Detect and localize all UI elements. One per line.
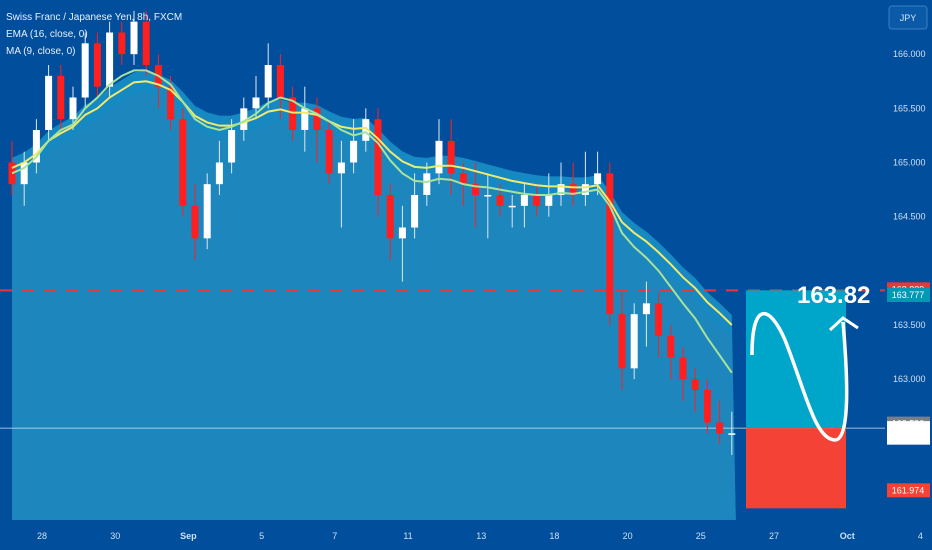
y-tick-label: 163.500 — [893, 320, 926, 330]
candle-body[interactable] — [94, 43, 101, 86]
candle-body[interactable] — [533, 195, 540, 206]
currency-button[interactable]: JPY — [889, 6, 927, 29]
candle-body[interactable] — [692, 379, 699, 390]
candle-body[interactable] — [680, 358, 687, 380]
target-price-label: 163.82 — [797, 282, 870, 309]
candle-body[interactable] — [118, 33, 125, 55]
candle-body[interactable] — [57, 76, 64, 119]
candle-body[interactable] — [143, 22, 150, 65]
x-tick-label: 11 — [403, 531, 412, 541]
candle-body[interactable] — [521, 195, 528, 206]
y-tick-label: 166.000 — [893, 49, 926, 59]
legend-title: Swiss Franc / Japanese Yen, 8h, FXCM — [6, 12, 182, 23]
candle-body[interactable] — [375, 119, 382, 195]
y-tick-label: 164.500 — [893, 212, 926, 222]
x-tick-label: 27 — [769, 531, 779, 541]
x-tick-label: 28 — [37, 531, 47, 541]
candle-body[interactable] — [728, 433, 735, 435]
candle-body[interactable] — [667, 336, 674, 358]
candle-body[interactable] — [436, 141, 443, 174]
candle-body[interactable] — [545, 195, 552, 206]
candle-body[interactable] — [204, 184, 211, 238]
candle-body[interactable] — [131, 22, 138, 55]
x-tick-label: Oct — [840, 531, 855, 541]
x-axis-strip — [0, 520, 932, 550]
candle-body[interactable] — [70, 98, 77, 120]
candle-body[interactable] — [716, 423, 723, 434]
candle-body[interactable] — [497, 195, 504, 206]
y-tick-label: 163.000 — [893, 374, 926, 384]
candle-body[interactable] — [216, 163, 223, 185]
x-tick-label: 13 — [476, 531, 486, 541]
candle-body[interactable] — [606, 173, 613, 314]
candle-body[interactable] — [192, 206, 199, 239]
y-tick-label: 165.500 — [893, 103, 926, 113]
x-tick-label: 20 — [623, 531, 633, 541]
legend-ema: EMA (16, close, 0) — [6, 29, 88, 40]
candle-body[interactable] — [594, 173, 601, 184]
candle-body[interactable] — [253, 98, 260, 109]
x-tick-label: 18 — [549, 531, 559, 541]
x-tick-label: 30 — [110, 531, 120, 541]
candle-body[interactable] — [265, 65, 272, 98]
candle-body[interactable] — [179, 119, 186, 206]
candle-body[interactable] — [704, 390, 711, 423]
candle-body[interactable] — [277, 65, 284, 98]
candle-body[interactable] — [338, 163, 345, 174]
candle-body[interactable] — [582, 184, 589, 195]
currency-label: JPY — [900, 13, 917, 23]
target-zone-box — [746, 290, 846, 428]
price-tag-label: 163.777 — [892, 290, 925, 300]
price-tag-label: 05:07:12 — [890, 433, 925, 443]
candle-body[interactable] — [106, 33, 113, 87]
candle-body[interactable] — [301, 108, 308, 130]
candle-body[interactable] — [655, 303, 662, 336]
price-tag-label: 161.974 — [892, 485, 925, 495]
x-tick-label: 25 — [696, 531, 706, 541]
candle-body[interactable] — [45, 76, 52, 130]
legend-ma: MA (9, close, 0) — [6, 46, 75, 57]
candle-body[interactable] — [423, 173, 430, 195]
candle-body[interactable] — [326, 130, 333, 173]
candle-body[interactable] — [484, 195, 491, 197]
candle-body[interactable] — [399, 228, 406, 239]
candle-body[interactable] — [643, 303, 650, 314]
x-tick-label: 4 — [918, 531, 923, 541]
candle-body[interactable] — [411, 195, 418, 228]
candle-body[interactable] — [509, 206, 516, 208]
candle-body[interactable] — [619, 314, 626, 368]
candle-body[interactable] — [82, 43, 89, 97]
candle-body[interactable] — [387, 195, 394, 238]
x-tick-label: 5 — [259, 531, 264, 541]
x-tick-label: 7 — [332, 531, 337, 541]
y-tick-label: 165.000 — [893, 158, 926, 168]
candle-body[interactable] — [631, 314, 638, 368]
candle-body[interactable] — [228, 130, 235, 163]
candle-body[interactable] — [448, 141, 455, 174]
x-tick-label: Sep — [180, 531, 197, 541]
candle-body[interactable] — [350, 141, 357, 163]
